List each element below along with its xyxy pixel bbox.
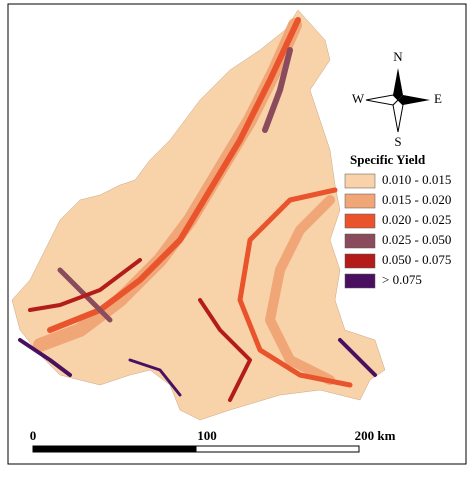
zone xyxy=(47,17,301,333)
zone xyxy=(265,195,335,385)
zone xyxy=(237,187,353,388)
scale-label: 0 xyxy=(30,428,37,443)
scale-label: 200 km xyxy=(355,428,396,443)
map xyxy=(11,9,386,421)
compass-label: N xyxy=(393,49,403,64)
legend-swatch xyxy=(344,193,376,209)
legend-title: Specific Yield xyxy=(350,152,426,167)
zone xyxy=(57,267,113,323)
zone xyxy=(18,338,72,377)
legend-swatch xyxy=(344,213,376,229)
compass-label: S xyxy=(394,134,401,149)
compass-label: E xyxy=(434,91,442,106)
compass: N S W E xyxy=(352,49,442,149)
scale-bar: 0 100 200 km xyxy=(30,428,396,453)
scale-label: 100 xyxy=(197,428,217,443)
legend-swatch xyxy=(344,273,376,289)
zone xyxy=(28,258,142,312)
zone xyxy=(128,358,182,397)
compass-label: W xyxy=(352,91,365,106)
legend-label: 0.025 - 0.050 xyxy=(382,232,451,247)
legend-swatch xyxy=(344,253,376,269)
scale-segment xyxy=(195,445,360,453)
legend-label: 0.050 - 0.075 xyxy=(382,252,451,267)
zone xyxy=(262,47,293,133)
compass-needle xyxy=(398,95,430,105)
legend-label: 0.015 - 0.020 xyxy=(382,192,451,207)
legend-swatch xyxy=(344,233,376,249)
legend-swatch xyxy=(344,173,376,189)
legend-label: 0.010 - 0.015 xyxy=(382,172,451,187)
scale-segment xyxy=(32,445,197,453)
zone xyxy=(198,298,252,402)
legend-label: 0.020 - 0.025 xyxy=(382,212,451,227)
compass-needle xyxy=(393,68,403,100)
legend: Specific Yield 0.010 - 0.015 0.015 - 0.02… xyxy=(344,152,451,289)
legend-label: > 0.075 xyxy=(382,272,422,287)
zone xyxy=(338,338,377,377)
